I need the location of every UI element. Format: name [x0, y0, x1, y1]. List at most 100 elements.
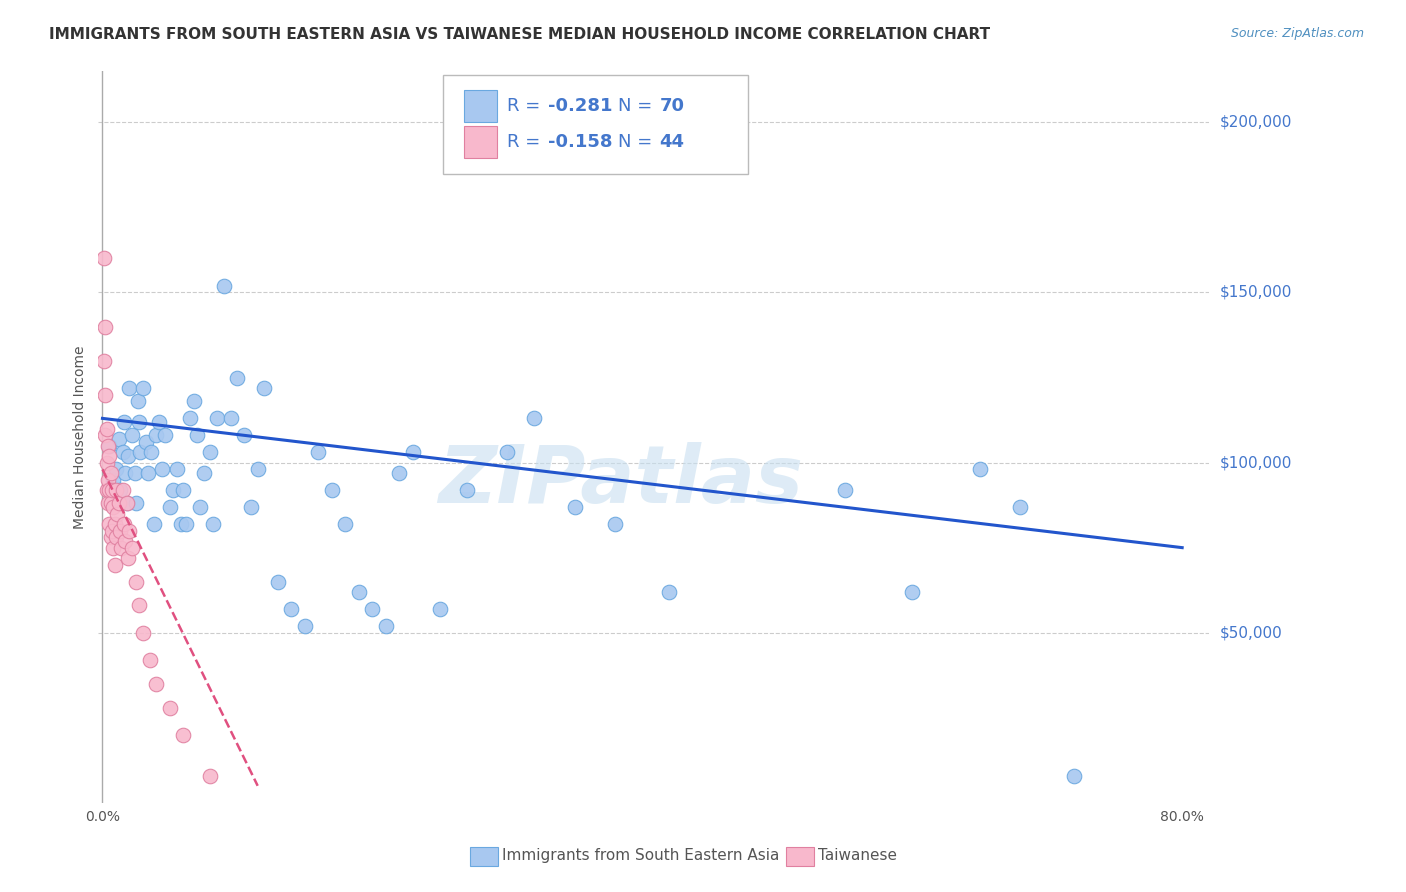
Point	[200, 768, 222, 782]
Point	[125, 496, 148, 510]
Point	[1063, 768, 1085, 782]
Point	[496, 445, 519, 459]
Point	[108, 524, 131, 538]
Point	[145, 677, 167, 691]
Point	[103, 541, 125, 555]
Point	[94, 428, 117, 442]
Point	[97, 473, 120, 487]
Point	[94, 387, 117, 401]
Point	[200, 445, 222, 459]
Point	[523, 411, 546, 425]
Point	[96, 421, 118, 435]
Point	[94, 319, 117, 334]
Point	[183, 394, 205, 409]
Point	[1010, 500, 1032, 514]
Point	[96, 483, 118, 497]
Point	[96, 456, 118, 470]
Point	[107, 432, 129, 446]
Point	[125, 574, 148, 589]
Point	[901, 585, 924, 599]
Text: R =: R =	[508, 96, 546, 115]
Point	[98, 516, 121, 531]
Point	[402, 445, 425, 459]
Point	[658, 585, 681, 599]
Point	[97, 439, 120, 453]
Point	[118, 524, 141, 538]
Point	[100, 466, 122, 480]
Point	[294, 619, 316, 633]
Text: N =: N =	[619, 133, 658, 152]
Text: R =: R =	[508, 133, 546, 152]
Point	[233, 428, 256, 442]
Point	[219, 411, 242, 425]
Point	[108, 483, 131, 497]
Point	[834, 483, 856, 497]
Point	[135, 435, 157, 450]
Text: IMMIGRANTS FROM SOUTH EASTERN ASIA VS TAIWANESE MEDIAN HOUSEHOLD INCOME CORRELAT: IMMIGRANTS FROM SOUTH EASTERN ASIA VS TA…	[49, 27, 990, 42]
Text: -0.281: -0.281	[548, 96, 613, 115]
FancyBboxPatch shape	[464, 90, 498, 122]
Point	[115, 496, 138, 510]
Point	[105, 507, 128, 521]
Point	[239, 500, 262, 514]
Point	[114, 533, 136, 548]
Point	[111, 445, 134, 459]
Text: Immigrants from South Eastern Asia: Immigrants from South Eastern Asia	[502, 848, 779, 863]
Point	[307, 445, 329, 459]
Point	[110, 541, 132, 555]
Text: Taiwanese: Taiwanese	[818, 848, 897, 863]
Text: $150,000: $150,000	[1220, 285, 1292, 300]
Point	[172, 483, 194, 497]
Point	[321, 483, 343, 497]
Point	[170, 516, 193, 531]
Point	[226, 370, 249, 384]
Point	[98, 449, 121, 463]
Point	[100, 496, 122, 510]
Point	[193, 466, 215, 480]
Point	[564, 500, 586, 514]
Text: Source: ZipAtlas.com: Source: ZipAtlas.com	[1230, 27, 1364, 40]
Point	[103, 473, 125, 487]
Point	[132, 625, 155, 640]
Point	[142, 516, 165, 531]
Text: $100,000: $100,000	[1220, 455, 1292, 470]
Point	[127, 394, 149, 409]
Point	[188, 500, 211, 514]
Point	[969, 462, 991, 476]
Text: $50,000: $50,000	[1220, 625, 1282, 640]
Text: ZIPatlas: ZIPatlas	[437, 442, 803, 520]
Point	[153, 428, 176, 442]
Point	[128, 415, 150, 429]
Point	[115, 496, 138, 510]
Point	[361, 602, 384, 616]
Point	[121, 428, 143, 442]
Point	[246, 462, 269, 476]
Point	[112, 415, 135, 429]
Point	[128, 599, 150, 613]
Point	[159, 700, 181, 714]
Point	[103, 500, 125, 514]
Point	[374, 619, 396, 633]
Point	[124, 466, 146, 480]
Point	[166, 462, 188, 476]
Point	[212, 278, 235, 293]
Point	[162, 483, 184, 497]
Point	[93, 252, 115, 266]
Point	[104, 531, 127, 545]
Text: 44: 44	[659, 133, 685, 152]
Point	[148, 415, 170, 429]
Point	[112, 516, 135, 531]
Point	[117, 449, 139, 463]
Point	[145, 428, 167, 442]
Point	[139, 445, 162, 459]
Point	[98, 483, 121, 497]
Point	[129, 445, 152, 459]
Point	[104, 558, 127, 572]
Point	[335, 516, 357, 531]
Text: $200,000: $200,000	[1220, 115, 1292, 130]
Point	[107, 496, 129, 510]
Point	[253, 381, 276, 395]
Point	[150, 462, 173, 476]
Point	[98, 439, 121, 453]
Point	[111, 483, 134, 497]
